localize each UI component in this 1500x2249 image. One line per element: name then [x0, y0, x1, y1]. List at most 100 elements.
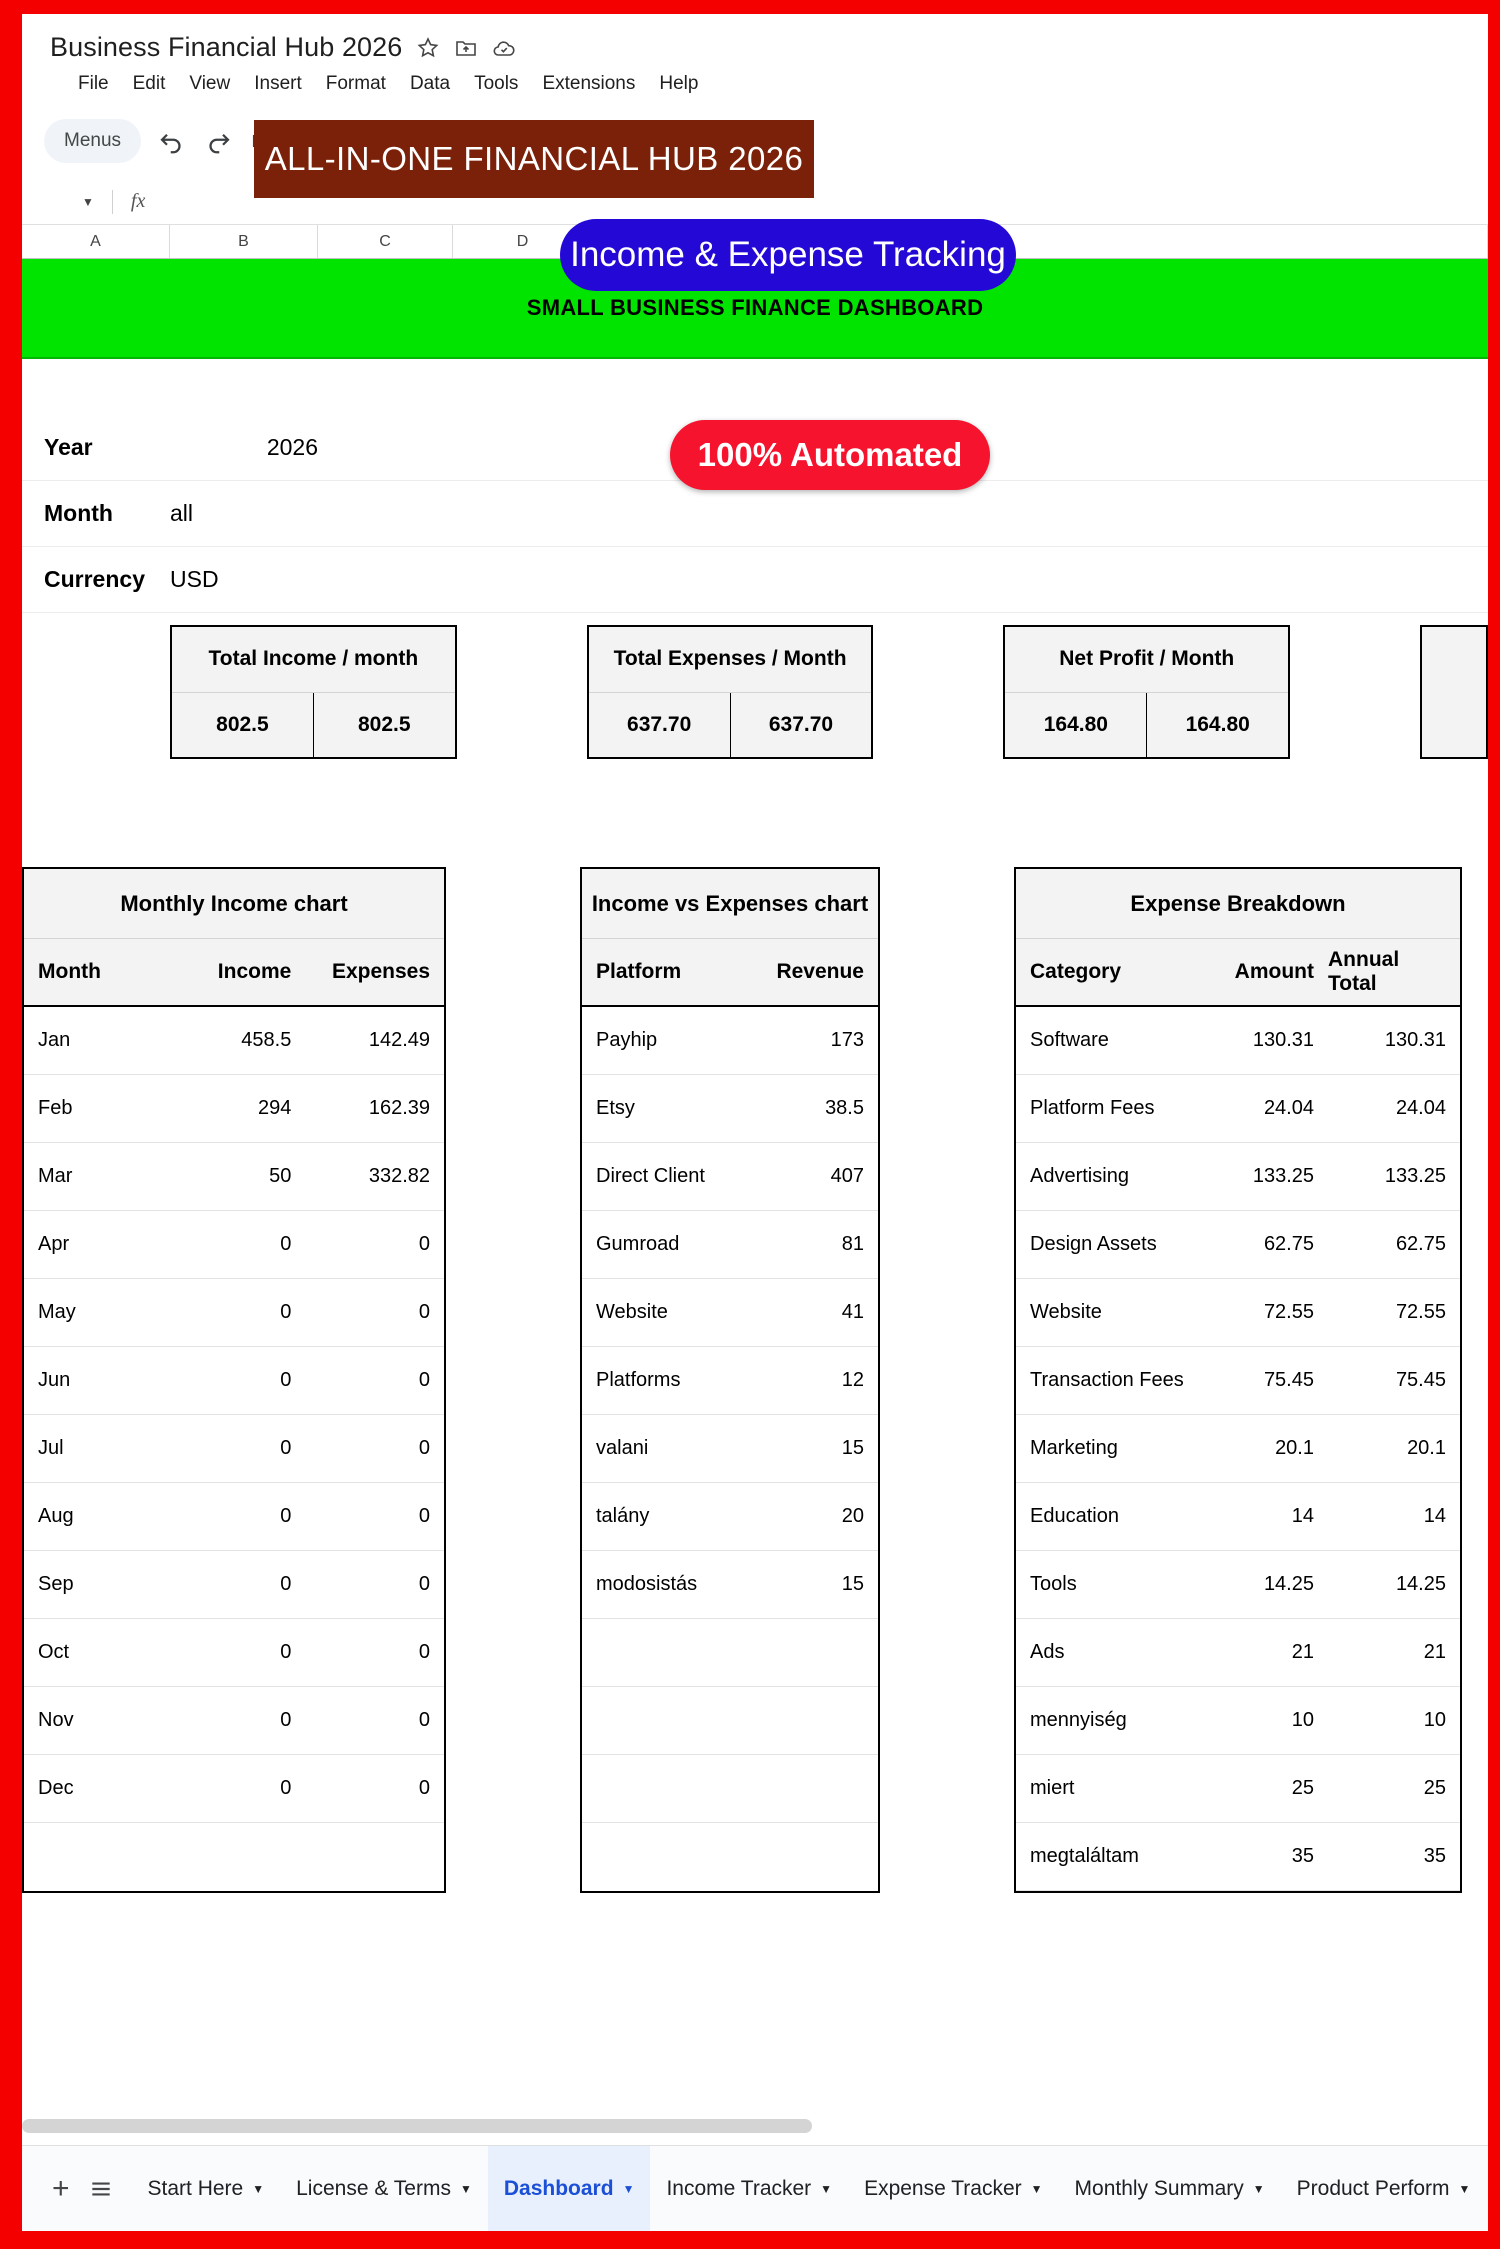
- table-cell[interactable]: 0: [418, 1709, 431, 1731]
- table-cell[interactable]: 25: [1423, 1777, 1446, 1799]
- menu-item-file[interactable]: File: [78, 73, 109, 94]
- chevron-down-icon[interactable]: ▼: [252, 2181, 265, 2196]
- table-cell[interactable]: 133.25: [1384, 1165, 1446, 1187]
- table-row[interactable]: Marketing 20.1 20.1: [1016, 1415, 1460, 1483]
- table-cell[interactable]: 0: [280, 1437, 292, 1459]
- move-to-folder-icon[interactable]: [454, 36, 478, 60]
- table-cell[interactable]: modosistás: [596, 1573, 698, 1595]
- scrollbar-thumb[interactable]: [22, 2119, 812, 2133]
- table-cell[interactable]: Website: [596, 1301, 668, 1323]
- table-row[interactable]: Ads 21 21: [1016, 1619, 1460, 1687]
- table-row[interactable]: Transaction Fees 75.45 75.45: [1016, 1347, 1460, 1415]
- table-cell[interactable]: 0: [418, 1233, 431, 1255]
- table-cell[interactable]: 12: [841, 1369, 864, 1391]
- menu-bar[interactable]: File Edit View Insert Format Data Tools …: [50, 63, 1488, 95]
- chevron-down-icon[interactable]: ▼: [1458, 2181, 1471, 2196]
- table-cell[interactable]: 294: [257, 1097, 292, 1119]
- table-row[interactable]: modosistás 15: [582, 1551, 878, 1619]
- table-row[interactable]: Website 41: [582, 1279, 878, 1347]
- table-cell[interactable]: 14: [1291, 1505, 1314, 1527]
- table-row[interactable]: Education 14 14: [1016, 1483, 1460, 1551]
- table-row[interactable]: Oct 0 0: [24, 1619, 444, 1687]
- table-cell[interactable]: 14: [1423, 1505, 1446, 1527]
- table-cell[interactable]: 0: [418, 1641, 431, 1663]
- filter-value-month[interactable]: all: [170, 500, 194, 526]
- table-row[interactable]: May 0 0: [24, 1279, 444, 1347]
- table-cell[interactable]: valani: [596, 1437, 649, 1459]
- all-sheets-icon[interactable]: [88, 2176, 114, 2202]
- table-row[interactable]: Platforms 12: [582, 1347, 878, 1415]
- table-cell[interactable]: 62.75: [1395, 1233, 1446, 1255]
- table-cell[interactable]: 72.55: [1263, 1301, 1314, 1323]
- table-cell[interactable]: Gumroad: [596, 1233, 680, 1255]
- table-cell[interactable]: [582, 1687, 732, 1754]
- table-cell[interactable]: 62.75: [1263, 1233, 1314, 1255]
- table-cell[interactable]: 0: [280, 1233, 292, 1255]
- menu-item-format[interactable]: Format: [325, 73, 386, 94]
- undo-icon[interactable]: [157, 126, 187, 156]
- document-title[interactable]: Business Financial Hub 2026: [50, 32, 403, 62]
- table-cell[interactable]: 458.5: [241, 1029, 292, 1051]
- table-cell[interactable]: 20.1: [1407, 1437, 1446, 1459]
- table-cell[interactable]: 21: [1423, 1641, 1446, 1663]
- menu-item-view[interactable]: View: [189, 73, 231, 94]
- star-icon[interactable]: [416, 36, 440, 60]
- table-row[interactable]: Jul 0 0: [24, 1415, 444, 1483]
- table-row[interactable]: Sep 0 0: [24, 1551, 444, 1619]
- table-cell[interactable]: 0: [280, 1777, 292, 1799]
- table-cell[interactable]: Platform Fees: [1030, 1097, 1155, 1119]
- menus-button[interactable]: Menus: [44, 119, 142, 163]
- table-row[interactable]: mennyiség 10 10: [1016, 1687, 1460, 1755]
- table-cell[interactable]: Jan: [38, 1029, 71, 1051]
- table-cell[interactable]: 407: [830, 1165, 864, 1187]
- table-cell[interactable]: Apr: [38, 1233, 70, 1255]
- table-cell[interactable]: 41: [841, 1301, 864, 1323]
- table-cell[interactable]: Tools: [1030, 1573, 1077, 1595]
- table-cell[interactable]: 35: [1423, 1845, 1446, 1867]
- menu-item-insert[interactable]: Insert: [254, 73, 302, 94]
- sheet-tab-monthly-summary[interactable]: Monthly Summary ▼: [1059, 2146, 1281, 2231]
- filter-row-currency[interactable]: Currency USD: [22, 547, 1488, 613]
- cloud-saved-icon[interactable]: [492, 36, 516, 60]
- sheet-tab-start-here[interactable]: Start Here ▼: [132, 2146, 281, 2231]
- table-cell[interactable]: 20: [841, 1505, 864, 1527]
- table-row[interactable]: Jun 0 0: [24, 1347, 444, 1415]
- table-cell[interactable]: Mar: [38, 1165, 73, 1187]
- table-cell[interactable]: Platforms: [596, 1369, 681, 1391]
- table-cell[interactable]: 0: [280, 1369, 292, 1391]
- table-cell[interactable]: 15: [841, 1437, 864, 1459]
- table-row[interactable]: Etsy 38.5: [582, 1075, 878, 1143]
- table-cell[interactable]: Jul: [38, 1437, 64, 1459]
- sheet-tab-product-perform[interactable]: Product Perform ▼: [1281, 2146, 1487, 2231]
- table-cell[interactable]: Dec: [38, 1777, 74, 1799]
- table-cell[interactable]: 0: [418, 1777, 431, 1799]
- table-cell[interactable]: 142.49: [368, 1029, 431, 1051]
- table-row[interactable]: Aug 0 0: [24, 1483, 444, 1551]
- menu-item-extensions[interactable]: Extensions: [542, 73, 636, 94]
- table-row[interactable]: Platform Fees 24.04 24.04: [1016, 1075, 1460, 1143]
- filter-value-year[interactable]: 2026: [266, 434, 318, 460]
- table-cell[interactable]: 24.04: [1395, 1097, 1446, 1119]
- table-cell[interactable]: 15: [841, 1573, 864, 1595]
- table-cell[interactable]: Design Assets: [1030, 1233, 1157, 1255]
- table-cell[interactable]: 38.5: [825, 1097, 864, 1119]
- table-cell[interactable]: Etsy: [596, 1097, 635, 1119]
- table-cell[interactable]: Software: [1030, 1029, 1109, 1051]
- table-cell[interactable]: 75.45: [1395, 1369, 1446, 1391]
- table-row[interactable]: Website 72.55 72.55: [1016, 1279, 1460, 1347]
- table-cell[interactable]: Sep: [38, 1573, 74, 1595]
- table-row[interactable]: Feb 294 162.39: [24, 1075, 444, 1143]
- table-cell[interactable]: 14.25: [1263, 1573, 1314, 1595]
- table-cell[interactable]: 130.31: [1384, 1029, 1446, 1051]
- table-cell[interactable]: Ads: [1030, 1641, 1065, 1663]
- table-cell[interactable]: 173: [830, 1029, 864, 1051]
- table-cell[interactable]: Aug: [38, 1505, 74, 1527]
- sheet-tab-income-tracker[interactable]: Income Tracker ▼: [650, 2146, 848, 2231]
- table-cell[interactable]: 72.55: [1395, 1301, 1446, 1323]
- chevron-down-icon[interactable]: ▼: [1252, 2181, 1265, 2196]
- table-cell[interactable]: 24.04: [1263, 1097, 1314, 1119]
- table-row[interactable]: Payhip 173: [582, 1007, 878, 1075]
- table-row[interactable]: megtaláltam 35 35: [1016, 1823, 1460, 1891]
- table-cell[interactable]: 10: [1291, 1709, 1314, 1731]
- table-cell[interactable]: 0: [418, 1505, 431, 1527]
